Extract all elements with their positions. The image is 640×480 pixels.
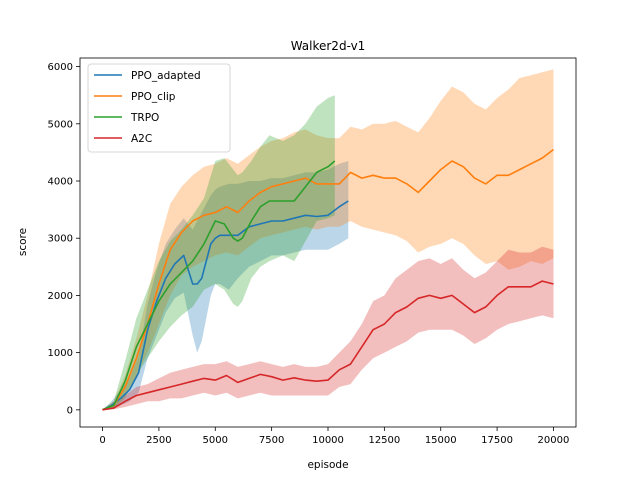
band-a2c xyxy=(102,246,554,410)
legend-label-ppo-clip: PPO_clip xyxy=(131,91,176,103)
line-trpo xyxy=(102,160,336,411)
legend-box xyxy=(87,63,231,153)
y-axis-label: score xyxy=(17,228,29,256)
line-ppo-clip xyxy=(102,148,554,411)
y-tick-label: 2000 xyxy=(48,291,73,302)
y-tick-label: 0 xyxy=(67,405,73,416)
legend-label-ppo-adapted: PPO_adapted xyxy=(131,70,201,82)
line-ppo-adapted xyxy=(102,200,349,411)
y-tick-label: 6000 xyxy=(48,62,73,73)
x-tick-label: 15000 xyxy=(425,435,457,446)
x-axis-label: episode xyxy=(307,459,348,471)
x-tick-label: 2500 xyxy=(146,435,171,446)
x-tick-label: 10000 xyxy=(312,435,344,446)
band-ppo-adapted xyxy=(102,161,349,410)
band-ppo-clip xyxy=(102,69,554,410)
series-lines xyxy=(102,148,554,411)
legend-label-trpo: TRPO xyxy=(130,112,159,124)
chart-title: Walker2d-v1 xyxy=(291,39,366,53)
legend-label-a2c: A2C xyxy=(131,133,152,145)
y-tick-label: 4000 xyxy=(48,177,73,188)
x-axis-ticks: 0 2500 5000 7500 10000 12500 15000 17500 20000 xyxy=(99,427,569,446)
y-tick-label: 5000 xyxy=(48,119,73,130)
y-tick-label: 3000 xyxy=(48,234,73,245)
y-tick-label: 1000 xyxy=(48,348,73,359)
x-tick-label: 12500 xyxy=(368,435,400,446)
legend: PPO_adapted PPO_clip TRPO A2C xyxy=(87,63,231,153)
x-tick-label: 5000 xyxy=(203,435,228,446)
band-trpo xyxy=(102,95,335,410)
x-tick-label: 7500 xyxy=(259,435,284,446)
y-axis-ticks: 0 1000 2000 3000 4000 5000 6000 xyxy=(48,62,80,416)
x-tick-label: 17500 xyxy=(481,435,513,446)
x-tick-label: 20000 xyxy=(538,435,570,446)
confidence-bands xyxy=(102,69,554,410)
line-a2c xyxy=(102,280,554,411)
x-tick-label: 0 xyxy=(99,435,105,446)
